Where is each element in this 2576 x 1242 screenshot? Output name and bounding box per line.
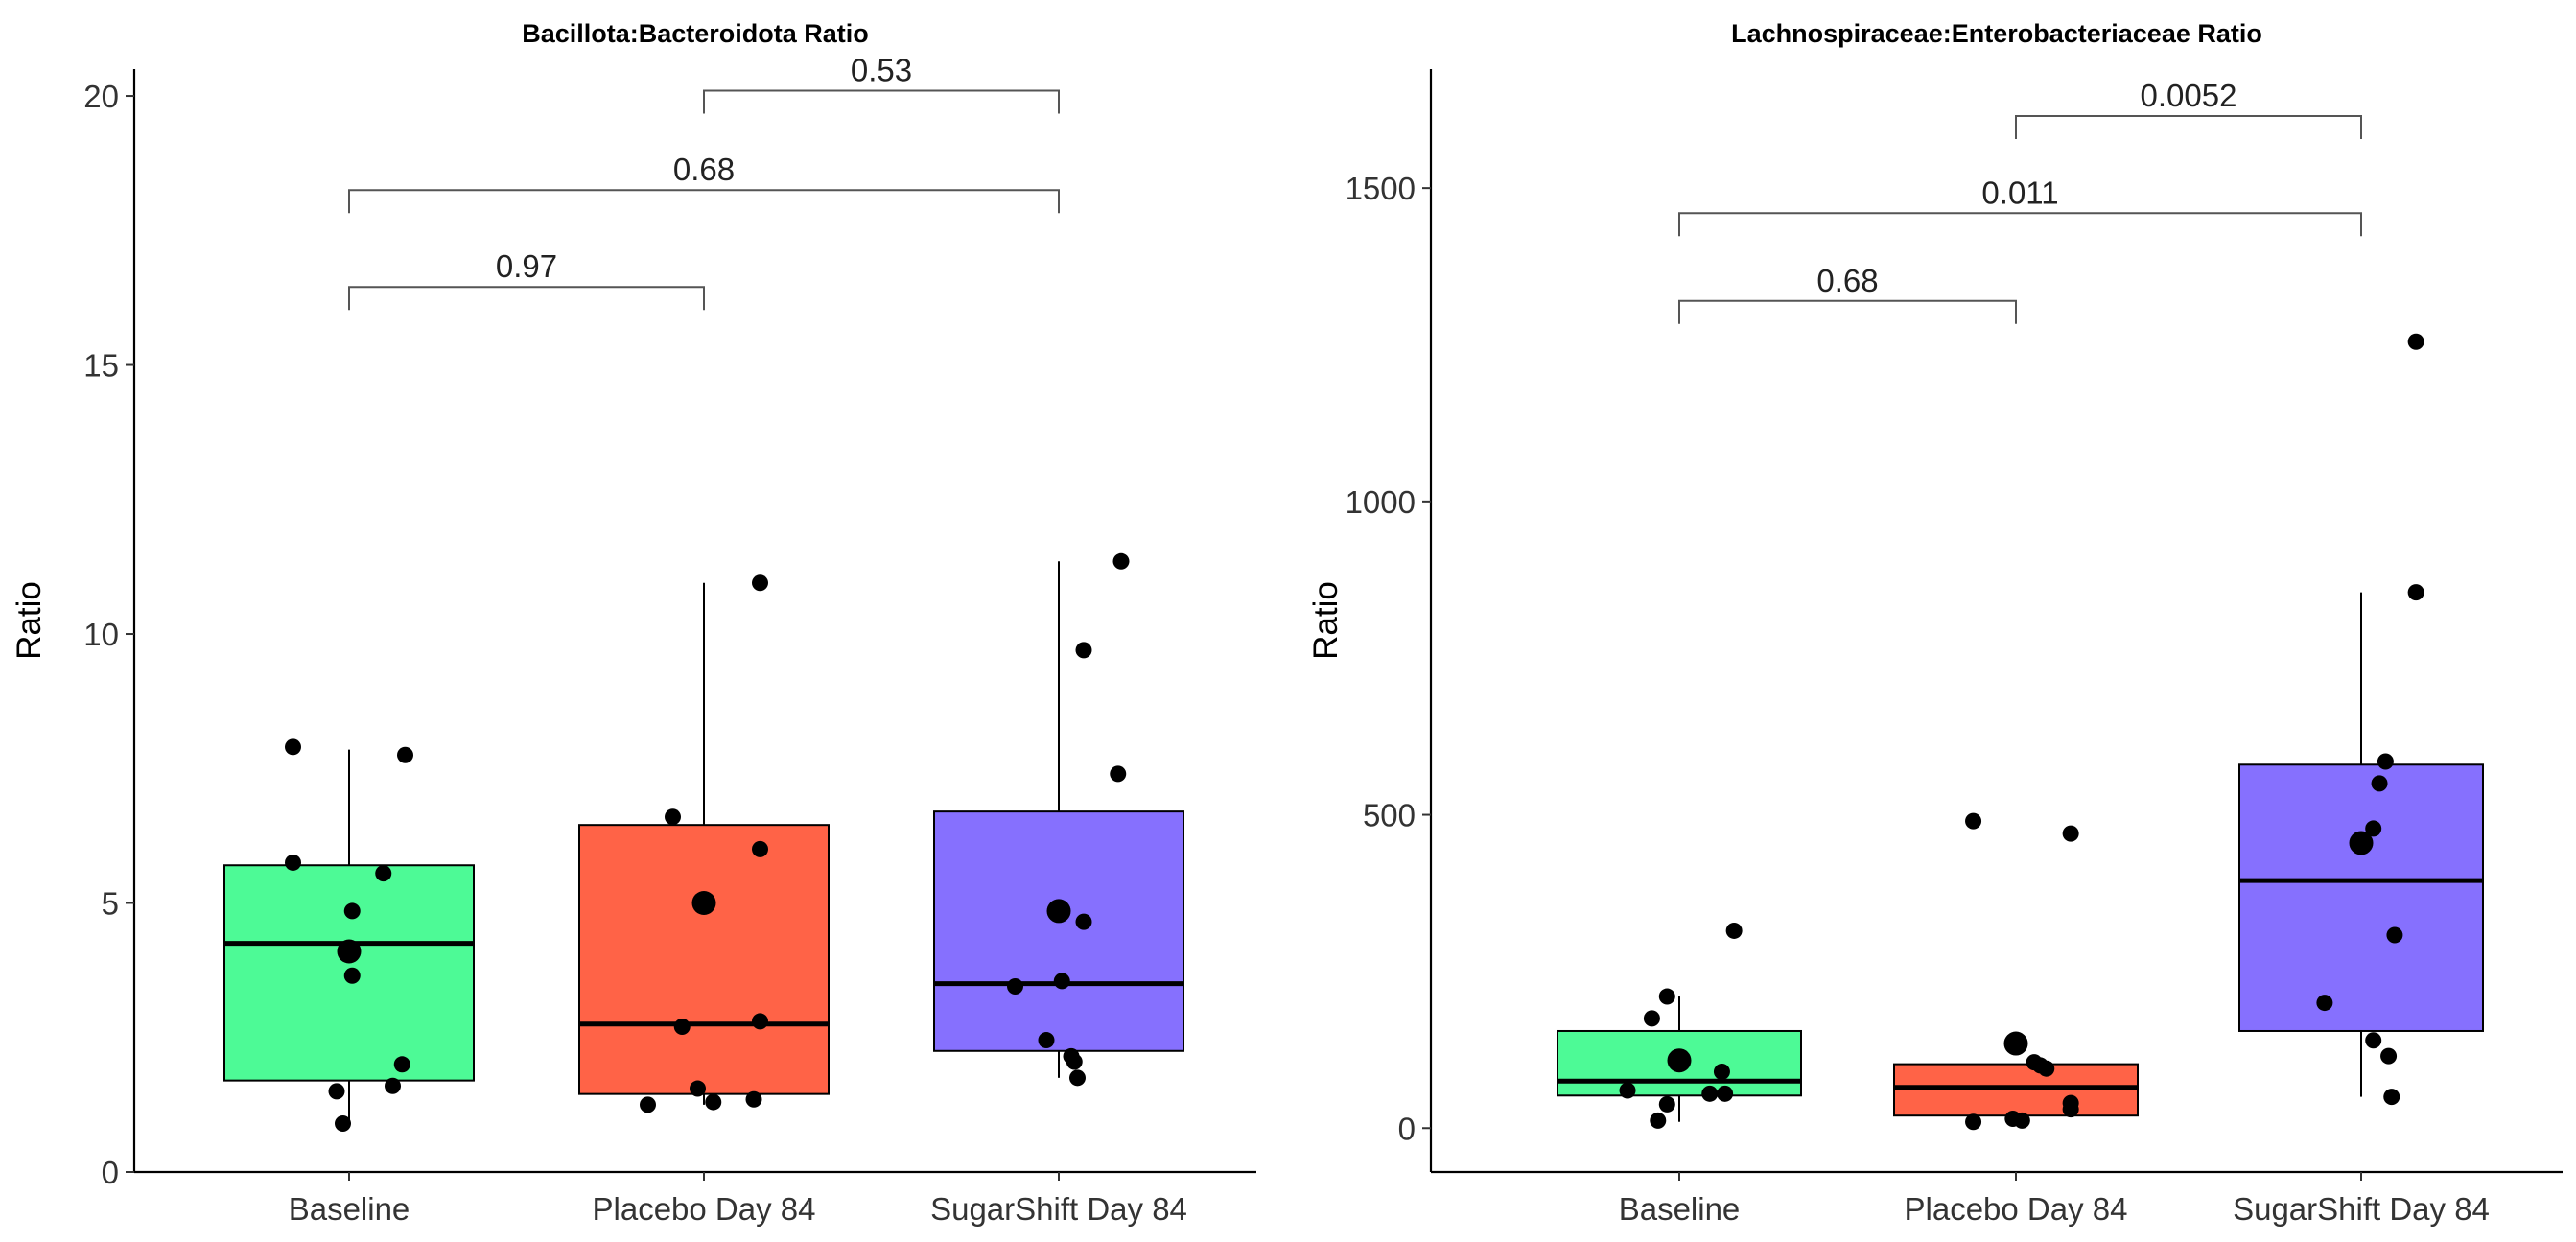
data-point: [2380, 1047, 2398, 1065]
data-point: [2365, 1032, 2382, 1049]
data-point: [2377, 753, 2394, 770]
data-point: [397, 746, 413, 763]
data-point: [705, 1093, 722, 1111]
data-point: [393, 1056, 410, 1073]
y-axis-label: Ratio: [11, 581, 48, 660]
data-point: [1053, 973, 1070, 990]
p-value-label: 0.68: [1816, 263, 1878, 298]
y-tick-label: 15: [83, 348, 119, 384]
data-point: [335, 1115, 351, 1133]
data-point: [745, 1090, 762, 1108]
data-point: [2383, 1089, 2400, 1106]
data-point: [1112, 552, 1130, 570]
data-point: [752, 1013, 768, 1030]
x-tick-label: Placebo Day 84: [593, 1191, 816, 1227]
data-point: [2407, 333, 2424, 350]
box-3: [933, 810, 1184, 1052]
significance-bracket: [2015, 115, 2362, 140]
data-point: [1110, 765, 1127, 783]
p-value-label: 0.53: [851, 52, 912, 87]
data-point: [1658, 1095, 1675, 1113]
data-point: [2407, 584, 2424, 601]
significance-bracket: [703, 89, 1060, 114]
significance-bracket: [348, 189, 1060, 214]
data-point: [1965, 1113, 1982, 1131]
data-point: [1658, 988, 1675, 1005]
data-point: [1007, 977, 1023, 995]
data-point: [665, 808, 681, 826]
data-point: [1650, 1112, 1667, 1129]
data-point: [752, 574, 768, 592]
data-point: [1643, 1010, 1660, 1027]
x-tick-label: SugarShift Day 84: [2233, 1191, 2490, 1227]
chart-title: Lachnospiraceae:Enterobacteriaceae Ratio: [1731, 19, 2262, 48]
y-tick-label: 1000: [1346, 484, 1416, 520]
data-point: [2013, 1112, 2030, 1129]
data-point: [375, 865, 392, 882]
data-point: [2371, 775, 2388, 792]
mean-point: [337, 939, 362, 964]
data-point: [285, 738, 301, 756]
data-point: [673, 1019, 691, 1036]
data-point: [1965, 812, 1982, 830]
chart-title: Bacillota:Bacteroidota Ratio: [522, 19, 869, 48]
box-2: [1893, 1063, 2139, 1117]
y-tick-label: 5: [102, 886, 119, 922]
data-point: [752, 840, 768, 857]
data-point: [1701, 1085, 1719, 1102]
y-tick-label: 20: [83, 79, 119, 114]
data-point: [2386, 926, 2403, 944]
significance-bracket: [1678, 299, 2017, 324]
data-point: [1075, 642, 1092, 659]
x-tick-label: Baseline: [1619, 1191, 1741, 1227]
data-point: [285, 854, 301, 871]
data-point: [2038, 1060, 2055, 1077]
y-tick-label: 1500: [1346, 171, 1416, 206]
data-point: [1066, 1053, 1083, 1070]
data-point: [1717, 1085, 1734, 1102]
mean-point: [1667, 1048, 1692, 1073]
data-point: [328, 1083, 345, 1100]
box-3: [2238, 763, 2484, 1032]
data-point: [2062, 1101, 2079, 1118]
x-tick-label: SugarShift Day 84: [930, 1191, 1187, 1227]
significance-bracket: [1678, 212, 2362, 237]
panel-bacillota-bacteroidota: Bacillota:Bacteroidota Ratio 0 5 10 15 20 Rati…: [11, 19, 1256, 1227]
data-point: [343, 902, 361, 920]
mean-point: [691, 891, 716, 916]
y-axis-label: Ratio: [1307, 581, 1345, 660]
data-point: [1713, 1063, 1730, 1080]
mean-point: [2003, 1031, 2028, 1056]
data-point: [1725, 922, 1743, 939]
mean-point: [1046, 899, 1071, 924]
panel-lachnospiraceae-enterobacteriaceae: Lachnospiraceae:Enterobacteriaceae Ratio…: [1307, 19, 2563, 1227]
y-tick-label: 0: [1398, 1111, 1416, 1146]
data-point: [690, 1080, 706, 1097]
y-tick-label: 10: [83, 617, 119, 652]
data-point: [343, 967, 361, 984]
p-value-label: 0.0052: [2141, 78, 2237, 113]
p-value-label: 0.97: [496, 248, 557, 284]
data-point: [1038, 1032, 1055, 1049]
data-point: [1069, 1069, 1086, 1087]
significance-bracket: [348, 286, 705, 311]
x-tick-label: Baseline: [289, 1191, 410, 1227]
x-tick-label: Placebo Day 84: [1905, 1191, 2128, 1227]
mean-point: [2349, 831, 2374, 855]
p-value-label: 0.68: [673, 152, 735, 187]
data-point: [2316, 995, 2333, 1012]
data-point: [2365, 820, 2382, 837]
data-point: [640, 1096, 656, 1113]
data-point: [2062, 825, 2079, 842]
p-value-label: 0.011: [1981, 175, 2058, 210]
box-2: [578, 824, 830, 1095]
data-point: [385, 1077, 401, 1094]
y-tick-label: 0: [102, 1155, 119, 1190]
y-tick-label: 500: [1363, 798, 1416, 833]
data-point: [1619, 1082, 1636, 1099]
data-point: [1075, 913, 1092, 930]
